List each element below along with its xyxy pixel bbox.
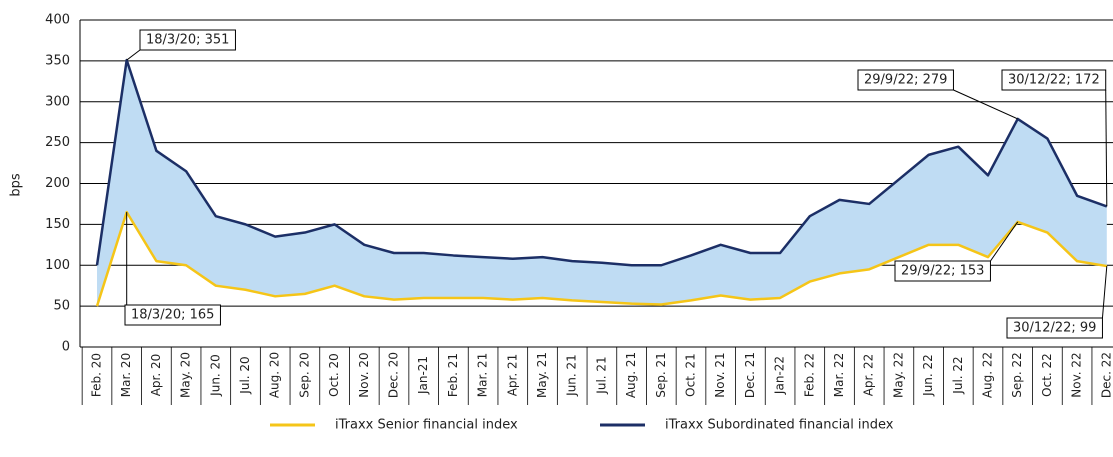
annotation-label: 29/9/22; 153 <box>901 264 984 279</box>
x-tick-label: Nov. 22 <box>1070 352 1084 397</box>
y-tick-label: 200 <box>45 176 70 191</box>
y-tick-label: 400 <box>45 13 70 28</box>
y-tick-label: 0 <box>62 340 70 355</box>
x-tick-label: Dec. 22 <box>1099 352 1113 398</box>
annotation-box <box>1006 317 1103 339</box>
legend-label: iTraxx Senior financial index <box>335 418 518 433</box>
x-tick-label: Nov. 21 <box>713 352 727 397</box>
annotation-label: 30/12/22; 172 <box>1008 73 1100 88</box>
x-tick-label: Jul. 20 <box>238 356 252 394</box>
x-tick-label: Jun. 22 <box>921 354 935 397</box>
annotation-label: 30/12/22; 99 <box>1013 321 1096 336</box>
y-tick-label: 350 <box>45 53 70 68</box>
y-tick-label: 150 <box>45 217 70 232</box>
x-tick-label: Aug. 20 <box>268 352 282 398</box>
spread-area <box>97 60 1107 307</box>
x-tick-label: Oct. 20 <box>327 353 341 397</box>
annotation-label: 18/3/20; 351 <box>146 33 229 48</box>
annotation-leader <box>1101 266 1108 319</box>
x-tick-label: Mar. 22 <box>832 353 846 397</box>
x-tick-label: Mar. 20 <box>119 353 133 397</box>
x-tick-label: Aug. 21 <box>624 352 638 398</box>
annotation-box <box>139 29 236 51</box>
series-line <box>95 210 1108 307</box>
y-tick-label: 300 <box>45 94 70 109</box>
x-tick-label: Jul. 22 <box>951 356 965 394</box>
y-tick-label: 100 <box>45 258 70 273</box>
x-tick-label: Jun. 21 <box>565 354 579 397</box>
legend-label: iTraxx Subordinated financial index <box>665 418 894 433</box>
x-tick-label: May. 20 <box>179 352 193 398</box>
x-tick-label: Mar. 21 <box>476 353 490 397</box>
annotation-box <box>124 304 221 326</box>
x-tick-label: May. 21 <box>535 352 549 398</box>
x-tick-label: Aug. 22 <box>981 352 995 398</box>
annotation-box <box>857 69 954 91</box>
x-tick-label: Dec. 20 <box>387 352 401 398</box>
x-tick-label: Jan-21 <box>416 356 430 395</box>
x-tick-label: Dec. 21 <box>743 352 757 398</box>
annotation-label: 18/3/20; 165 <box>131 308 214 323</box>
annotation-label: 29/9/22; 279 <box>864 73 947 88</box>
x-tick-label: Jan-22 <box>773 356 787 395</box>
x-tick-label: Jul. 21 <box>594 356 608 394</box>
x-tick-label: Apr. 21 <box>505 354 519 397</box>
annotation-leader <box>126 49 141 61</box>
series-line <box>95 58 1108 267</box>
x-tick-label: Sep. 21 <box>654 352 668 398</box>
x-tick-label: Jun. 20 <box>208 354 222 397</box>
x-tick-label: Oct. 21 <box>684 353 698 397</box>
x-tick-label: Feb. 20 <box>90 353 104 397</box>
annotation-leader <box>990 221 1019 262</box>
x-tick-label: May. 22 <box>891 352 905 398</box>
x-tick-label: Nov. 20 <box>357 352 371 397</box>
annotation-box <box>1001 69 1107 91</box>
x-tick-label: Oct. 22 <box>1040 353 1054 397</box>
x-tick-label: Feb. 22 <box>802 353 816 397</box>
x-tick-label: Apr. 22 <box>862 354 876 397</box>
x-tick-label: Sep. 22 <box>1010 352 1024 398</box>
y-axis-label: bps <box>9 173 24 197</box>
annotation-box <box>894 260 991 282</box>
annotation-leader <box>1105 89 1108 207</box>
x-tick-label: Apr. 20 <box>149 354 163 397</box>
x-tick-label: Feb. 21 <box>446 353 460 397</box>
y-tick-label: 250 <box>45 135 70 150</box>
y-tick-label: 50 <box>53 299 70 314</box>
annotation-leader <box>953 89 1018 120</box>
x-tick-label: Sep. 20 <box>297 352 311 398</box>
